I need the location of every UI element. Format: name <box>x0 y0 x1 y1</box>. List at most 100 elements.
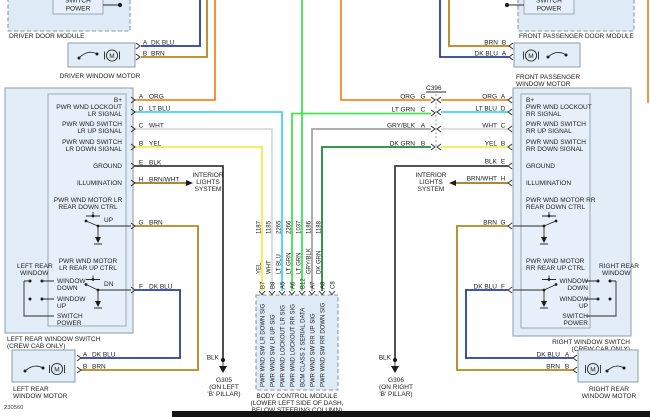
c396-left-wire-2: GRY/BLK <box>387 123 416 130</box>
ctrl-label: RR REAR UP CTRL <box>526 265 585 272</box>
signal-label: PWR WND LOCKOUT LR SIG <box>281 305 287 387</box>
window-up-label: WINDOW <box>57 296 86 303</box>
ground-name: G305 <box>216 377 232 384</box>
wire-label: YEL <box>149 141 162 148</box>
pin-letter: G <box>500 220 505 227</box>
circuit-number: 1185 <box>267 220 273 234</box>
arrow-right-icon <box>186 180 193 186</box>
signal-label: B+ <box>526 97 534 104</box>
wire-org-left-switch-bplus <box>135 0 216 101</box>
pin-letter: E <box>139 160 144 167</box>
wire-label: DK BLU <box>474 284 498 291</box>
left-switch-rows: B+ A ORG PWR WND LOCKOUT LR SIGNAL D LT … <box>17 94 179 328</box>
pin-id: A8 <box>321 281 327 289</box>
signal-label: B+ <box>114 97 122 104</box>
left-rear-window-switch: LEFT REAR WINDOW SWITCH (CREW CAB ONLY) <box>4 87 134 350</box>
c396-left-wire-0: ORG <box>400 94 415 101</box>
pin-letter: E <box>501 159 506 166</box>
signal-label: LR UP SIGNAL <box>77 128 122 135</box>
ctrl-label: REAR DOWN CTRL <box>58 204 118 211</box>
circuit-number: 1186 <box>307 220 313 234</box>
pin-connectors <box>76 42 578 374</box>
wire-gry-blk-rr-up <box>311 128 431 291</box>
bcm-columns: 1187 YEL B7 PWR WND SW LR DOWN SIG 1185 … <box>257 220 337 387</box>
pin-letter: B <box>139 141 143 148</box>
signal-label: RR SIGNAL <box>526 111 561 118</box>
pin-letter: G <box>138 220 143 227</box>
wire-label: BRN/WHT <box>149 177 179 184</box>
wire-label: BRN <box>151 51 165 58</box>
pin-letter: A <box>565 352 570 359</box>
signal-label: PWR WND SWITCH <box>526 139 586 146</box>
driver-module-label: DRIVER DOOR MODULE <box>9 33 85 40</box>
left-switch-caption-l1: LEFT REAR WINDOW SWITCH <box>7 336 101 343</box>
signal-label: PWR WND LOCKOUT RR SIG <box>291 304 297 387</box>
circuit-number: 2265 <box>277 220 283 234</box>
window-up-label: UP <box>57 303 66 310</box>
driver-module-power-l2: POWER <box>66 6 91 13</box>
wire-label: LT BLU <box>277 254 283 274</box>
pin-letter: A <box>83 352 88 359</box>
bcm-caption-l1: BODY CONTROL MODULE <box>256 393 338 400</box>
signal-label: ILLUMINATION <box>77 180 122 187</box>
switch-power-label: POWER <box>563 320 588 327</box>
passenger-module-power-l2: POWER <box>537 6 562 13</box>
c396-right-wire-0: ORG <box>482 94 497 101</box>
driver-door-module: SWITCH POWER DRIVER DOOR MODULE <box>7 0 131 40</box>
c396-right-pin-1: D <box>501 106 506 113</box>
right-rear-window-motor: M RIGHT REAR WINDOW MOTOR <box>577 349 639 400</box>
ground-g305: BLK G305 (ON LEFT 'B' PILLAR) <box>207 355 241 399</box>
window-up-label: WINDOW <box>559 296 588 303</box>
wire-label: DK BLU <box>151 40 175 47</box>
passenger-module-power-l1: SWITCH <box>536 0 562 5</box>
wire-label: WHT <box>149 123 164 130</box>
c396-left-wire-1: LT GRN <box>392 107 416 114</box>
top-motor-pin-labels: A DK BLU B BRN BRN B DK BLU A <box>143 40 507 58</box>
window-side-label: RIGHT REAR <box>599 263 639 270</box>
wire-dk-blu-driver-motor <box>141 0 201 47</box>
window-up-label: UP <box>579 303 588 310</box>
interior-lights-label: SYSTEM <box>195 186 222 193</box>
wire-yel-lr-down <box>135 146 263 291</box>
signal-label: BCM CLASS 2 SERIAL DATA <box>301 308 307 387</box>
ctrl-label: PWR WND MOTOR LR <box>54 197 123 204</box>
wire-label: BRN <box>149 220 163 227</box>
wire-label: DK GRN <box>317 251 323 274</box>
pin-id: C8 <box>331 281 337 289</box>
bcm-caption-l2: (LOWER LEFT SIDE OF DASH, <box>250 400 343 407</box>
pin-letter: B <box>565 364 569 371</box>
pin-id: A5 <box>281 281 287 289</box>
wire-label: LT BLU <box>149 106 171 113</box>
front-passenger-window-motor: M FRONT PASSENGER WINDOW MOTOR <box>513 42 581 88</box>
c396-left-pin-0: G <box>420 94 425 101</box>
c396-left-wire-3: DK GRN <box>390 141 416 148</box>
right-rear-motor-label-l1: RIGHT REAR <box>589 386 629 393</box>
pin-id: B7 <box>261 281 267 289</box>
signal-label: PWR WND SWITCH <box>526 121 586 128</box>
driver-window-motor: M DRIVER WINDOW MOTOR <box>60 42 141 80</box>
wire-org-to-c396 <box>340 0 431 101</box>
wire-label: YEL <box>257 262 263 274</box>
wire-label: WHT <box>267 260 273 274</box>
interior-lights-label: LIGHTS <box>196 179 220 186</box>
interior-lights-left: INTERIOR LIGHTS SYSTEM <box>186 172 224 193</box>
wire-label: BRN <box>484 40 498 47</box>
pin-letter: A <box>139 94 144 101</box>
wire-lt-grn-lockout-rr <box>291 112 431 291</box>
interior-lights-label: LIGHTS <box>419 179 443 186</box>
wire-label: DK BLU <box>475 51 499 58</box>
ground-location: (ON LEFT <box>209 384 239 391</box>
switch-contact-symbols <box>23 212 617 317</box>
wire-label: LT GRN <box>287 253 293 274</box>
c396-left-pin-3: B <box>421 141 425 148</box>
right-switch-rows: B+ PWR WND LOCKOUT RR SIGNAL PWR WND SWI… <box>467 97 640 327</box>
ground-location: 'B' PILLAR) <box>379 391 412 398</box>
wire-label: BRN/WHT <box>467 176 497 183</box>
driver-module-power-l1: SWITCH <box>65 0 91 5</box>
body-control-module: BODY CONTROL MODULE (LOWER LEFT SIDE OF … <box>250 294 344 414</box>
c396-left-pin-1: C <box>421 107 426 114</box>
switch-power-label: SWITCH <box>57 313 83 320</box>
switch-power-label: POWER <box>57 320 82 327</box>
